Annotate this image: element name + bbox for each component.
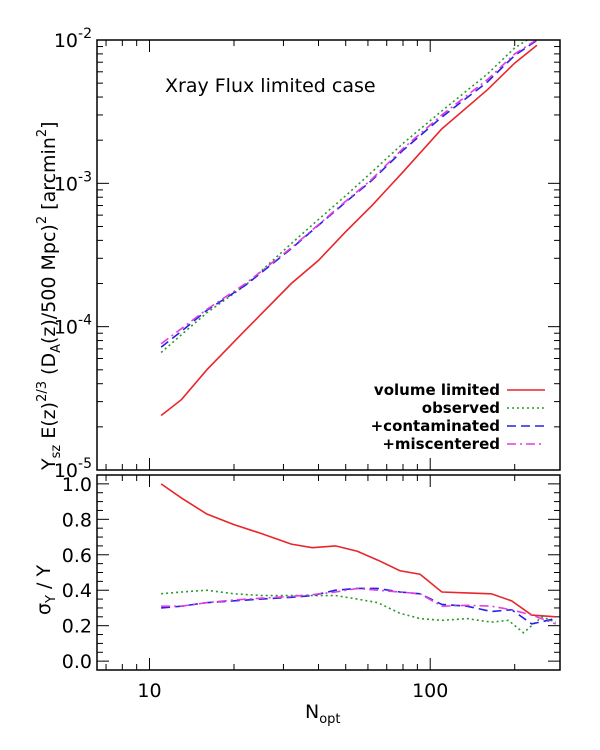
top-series-group xyxy=(160,40,539,417)
bottom-axis-frame xyxy=(96,474,561,671)
series-volume-limited-line xyxy=(160,44,538,417)
x-axis-label: Nopt xyxy=(305,701,341,727)
legend-label: volume limited xyxy=(374,381,500,399)
top-axis-frame xyxy=(96,39,561,471)
bottom-axis-ticks: 10 100 0.0 0.2 0.4 0.6 0.8 1.0 xyxy=(62,474,560,702)
bottom-panel: 10 100 0.0 0.2 0.4 0.6 0.8 1.0 xyxy=(62,474,561,702)
y-tick-label: 0.4 xyxy=(62,580,92,602)
y-tick-label: 0.6 xyxy=(62,545,92,567)
series-observed-scatter-line xyxy=(161,589,557,634)
legend: volume limitedobserved+contaminated+misc… xyxy=(371,381,545,453)
series-contaminated-scatter-line xyxy=(161,587,556,625)
x-tick-label: 10 xyxy=(137,680,161,702)
y-tick-label: 10-2 xyxy=(54,26,92,52)
series-volume-limited-scatter-line xyxy=(160,483,556,618)
series-miscentered-scatter-line xyxy=(161,587,556,625)
x-tick-label: 100 xyxy=(412,680,448,702)
y-tick-label: 0.8 xyxy=(62,509,92,531)
legend-label: +contaminated xyxy=(371,417,500,435)
y-tick-label: 10-3 xyxy=(54,169,92,195)
series-contaminated-line xyxy=(160,40,539,348)
y-tick-label: 10-4 xyxy=(54,313,92,339)
bottom-series-group xyxy=(160,483,557,634)
top-y-axis-label: Ysz E(z)2/3 (DA(z)/500 Mpc)2 [arcmin2] xyxy=(35,121,64,471)
y-tick-label: 10-5 xyxy=(54,456,92,482)
y-tick-label: 0.2 xyxy=(62,616,92,638)
legend-label: observed xyxy=(422,399,500,417)
legend-label: +miscentered xyxy=(382,435,500,453)
series-miscentered-line xyxy=(160,40,538,345)
chart-annotation: Xray Flux limited case xyxy=(165,75,376,97)
y-tick-label: 0.0 xyxy=(62,651,92,673)
top-axis-ticks: 10-5 10-4 10-3 10-2 xyxy=(54,26,560,482)
top-panel: 10-510-410-310-2 Xray Flux limited case … xyxy=(54,26,561,482)
y-tick-label: 1.0 xyxy=(62,474,92,496)
bottom-y-axis-label: σY / Y xyxy=(33,565,59,615)
series-observed-line xyxy=(160,40,529,354)
